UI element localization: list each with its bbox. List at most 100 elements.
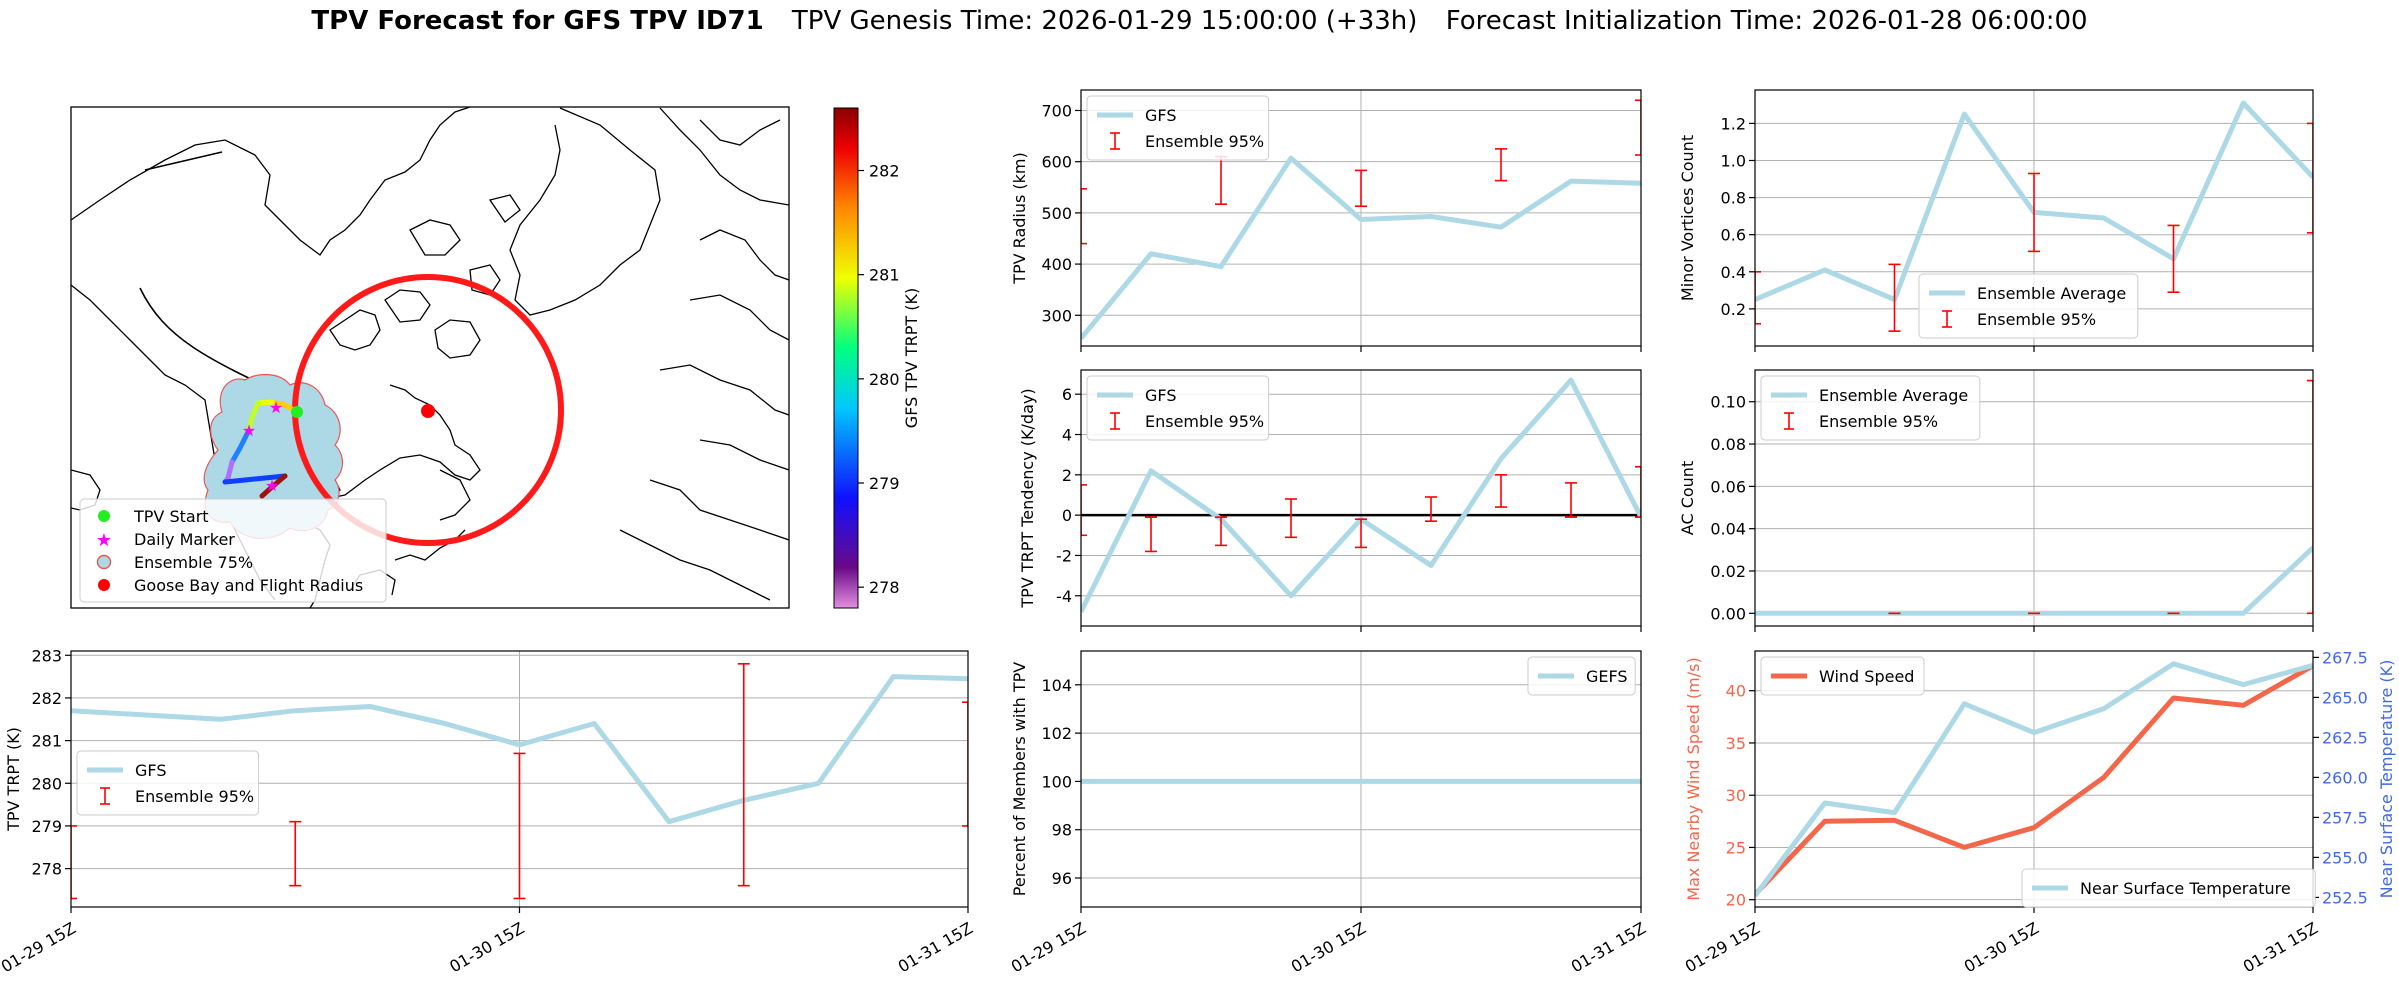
y-tick-label: 500 <box>1041 204 1072 223</box>
legend-label: Ensemble 95% <box>135 787 254 806</box>
y-tick-label: 400 <box>1041 255 1072 274</box>
x-tick-label: 01-30 15Z <box>1961 918 2042 976</box>
y-tick-label: 104 <box>1041 676 1072 695</box>
colorbar: 278 279 280 281 282 GFS TPV TRPT (K) <box>833 107 921 609</box>
legend-errorbar-icon <box>1110 412 1120 430</box>
y-tick-label: 0.06 <box>1710 477 1746 496</box>
map-frame <box>70 106 790 609</box>
y-tick-label: 40 <box>1726 682 1746 701</box>
y-tick-label: 35 <box>1726 734 1746 753</box>
x-tick-label: 01-29 15Z <box>1008 918 1089 976</box>
legend-label-start: TPV Start <box>133 507 209 526</box>
legend-label: Near Surface Temperature <box>2080 879 2291 898</box>
error-bar <box>1285 498 1297 539</box>
chart-legend: GFS Ensemble 95% <box>1086 95 1270 161</box>
error-bar <box>1755 270 1761 325</box>
y-axis-label: Minor Vortices Count <box>1678 135 1697 301</box>
colorbar-gradient <box>833 107 859 609</box>
y-tick-label: 30 <box>1726 786 1746 805</box>
x-tick-label: 01-31 15Z <box>1568 918 1649 976</box>
y-tick-label: 1.0 <box>1721 151 1746 170</box>
y-tick-label: 25 <box>1726 838 1746 857</box>
error-bar <box>71 825 77 900</box>
y-right-tick-label: 267.5 <box>2322 648 2368 667</box>
y-tick-label: 300 <box>1041 306 1072 325</box>
legend-label: GFS <box>135 761 166 780</box>
tpv-start-marker <box>291 406 303 418</box>
error-bar <box>289 820 302 887</box>
y-axis-label: Max Nearby Wind Speed (m/s) <box>1684 657 1703 900</box>
y-tick-label: -2 <box>1056 546 1072 565</box>
x-tick-label: 01-31 15Z <box>895 918 976 976</box>
y-tick-label: 96 <box>1052 869 1072 888</box>
y-tick-label: 100 <box>1041 772 1072 791</box>
green-circle-icon <box>98 510 110 522</box>
y-right-tick-label: 257.5 <box>2322 808 2368 827</box>
magenta-star-icon: ★ <box>96 530 112 551</box>
colorbar-tick-label: 278 <box>869 578 900 597</box>
x-tick-label: 01-29 15Z <box>0 918 79 976</box>
error-bar <box>1355 169 1367 208</box>
chart-legend: Ensemble Average Ensemble 95% <box>1918 273 2139 339</box>
legend-label: Wind Speed <box>1819 667 1914 686</box>
error-bar <box>1081 188 1087 245</box>
series-line <box>71 674 968 825</box>
error-bar <box>1888 263 1901 332</box>
chart-legend: GEFS <box>1527 656 1636 696</box>
legend-errorbar-icon <box>100 787 110 805</box>
y-right-tick-label: 255.0 <box>2322 848 2368 867</box>
y-tick-label: 1.2 <box>1721 114 1746 133</box>
chart-minor: 0.2 0.4 0.6 0.8 1.0 1.2 Minor Vortices Count En… <box>1678 89 2314 352</box>
y-tick-label: 20 <box>1726 891 1746 910</box>
error-bar <box>1495 148 1507 182</box>
chart-wind: 20 25 30 35 40 01-29 15Z 01-30 15Z 01-31 15Z Max… <box>1682 648 2396 976</box>
chart-legend: Ensemble Average Ensemble 95% <box>1760 375 1981 441</box>
title-genesis: TPV Genesis Time: 2026-01-29 15:00:00 (+… <box>791 6 1418 36</box>
colorbar-tick-label: 280 <box>869 370 900 389</box>
series-line <box>1755 663 2313 897</box>
chart-members: 96 98 100 102 104 01-29 15Z 01-30 15Z 01-31 15Z… <box>1008 650 1649 976</box>
error-bar <box>1145 516 1157 553</box>
legend-errorbar-icon <box>1784 412 1794 430</box>
blue-patch-icon <box>96 554 112 570</box>
legend-errorbar-icon <box>1942 310 1952 328</box>
y-right-tick-label: 252.5 <box>2322 888 2368 907</box>
y-tick-label: 2 <box>1062 466 1072 485</box>
y-tick-label: 0 <box>1062 506 1072 525</box>
error-bar <box>1215 516 1227 547</box>
legend-label: Ensemble 95% <box>1819 412 1938 431</box>
y-tick-label: 6 <box>1062 385 1072 404</box>
legend-errorbar-icon <box>1110 132 1120 150</box>
chart-legend: Wind Speed <box>1760 656 1925 696</box>
legend-label-ensemble: Ensemble 75% <box>134 553 253 572</box>
y-tick-label: 4 <box>1062 426 1072 445</box>
legend-label: GFS <box>1145 106 1176 125</box>
y-right-tick-label: 265.0 <box>2322 688 2368 707</box>
error-bar <box>2167 224 2180 294</box>
y-tick-label: 281 <box>31 732 62 751</box>
y-tick-label: 98 <box>1052 821 1072 840</box>
y-right-tick-label: 260.0 <box>2322 768 2368 787</box>
chart-legend: Near Surface Temperature <box>2021 868 2316 908</box>
y-tick-label: 0.08 <box>1710 435 1746 454</box>
y-tick-label: 282 <box>31 689 62 708</box>
error-bar <box>962 701 968 827</box>
legend-label: Ensemble 95% <box>1145 412 1264 431</box>
x-tick-label: 01-29 15Z <box>1682 918 1763 976</box>
y-tick-label: 278 <box>31 860 62 879</box>
chart-legend: GFS Ensemble 95% <box>76 750 260 816</box>
y-tick-label: 102 <box>1041 724 1072 743</box>
legend-label: GEFS <box>1586 667 1628 686</box>
daily-marker-1: ★ <box>269 398 283 417</box>
x-tick-label: 01-31 15Z <box>2240 918 2321 976</box>
error-bar <box>1215 155 1227 205</box>
error-bar <box>1635 465 1641 518</box>
error-bar <box>513 752 526 900</box>
colorbar-tick-label: 282 <box>869 162 900 181</box>
y-tick-label: 700 <box>1041 101 1072 120</box>
chart-legend: GFS Ensemble 95% <box>1086 375 1270 441</box>
legend-label: Ensemble Average <box>1977 284 2126 303</box>
y-tick-label: 0.6 <box>1721 226 1746 245</box>
error-bar <box>1081 484 1087 537</box>
error-bar <box>1355 518 1367 549</box>
